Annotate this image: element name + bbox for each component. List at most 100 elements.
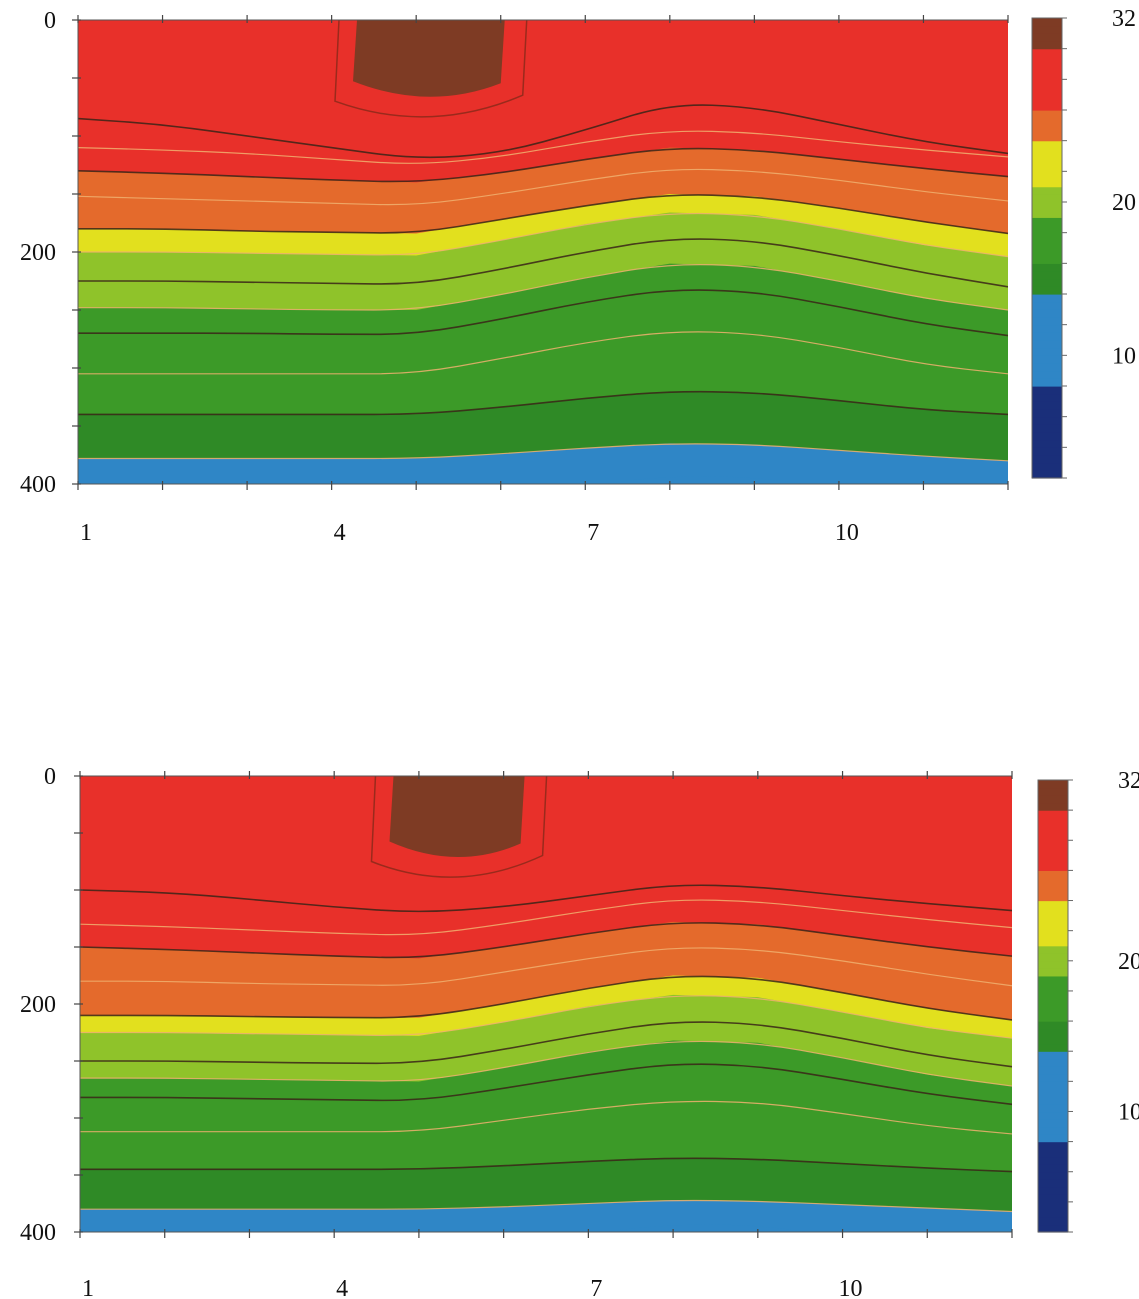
x-tick-label: 4 — [336, 1276, 348, 1299]
colorbar-segment — [1038, 855, 1068, 864]
isotherm-18 — [80, 1063, 1012, 1106]
colorbar-segment — [1038, 787, 1068, 796]
colorbar-segment — [1032, 64, 1062, 73]
colorbar-segment — [1032, 102, 1062, 111]
chart-panel-1: 1 4 7 10 0 200 400 32 20 10 — [20, 6, 1136, 546]
colorbar-segment — [1038, 1111, 1068, 1120]
colorbar-segment — [1038, 1028, 1068, 1037]
colorbar-segment — [1032, 194, 1062, 203]
isotherm-22 — [78, 212, 1008, 258]
colorbar-segment — [1038, 1058, 1068, 1067]
colorbar-segment — [1038, 1201, 1068, 1210]
colorbar-segment — [1032, 18, 1062, 27]
colorbar-segment — [1038, 802, 1068, 811]
colorbar-segment — [1032, 332, 1062, 341]
colorbar-segment — [1038, 1013, 1068, 1022]
colorbar-segment — [1032, 409, 1062, 418]
colorbar-segment — [1032, 87, 1062, 96]
isotherm-17 — [78, 331, 1008, 375]
colorbar-segment — [1032, 202, 1062, 211]
isotherm-25 — [80, 947, 1012, 987]
colorbar-segment — [1038, 847, 1068, 856]
colorbar-segment — [1032, 140, 1062, 149]
colorbar-segment — [1038, 1224, 1068, 1233]
colorbar-segment — [1038, 915, 1068, 924]
colorbar-segment — [1038, 983, 1068, 992]
colorbar-segment — [1032, 439, 1062, 448]
colorbar-segment — [1038, 1021, 1068, 1030]
colorbar-segment — [1038, 832, 1068, 841]
colorbar-segment — [1032, 347, 1062, 356]
colorbar-segment — [1038, 1096, 1068, 1105]
colorbar-segment — [1038, 1194, 1068, 1203]
colorbar-segment — [1032, 470, 1062, 479]
colorbar-tick-label: 20 — [1112, 190, 1136, 216]
heatmap-field — [80, 776, 1012, 1232]
colorbar-segment — [1032, 286, 1062, 295]
isotherm-28 — [80, 884, 1012, 913]
y-tick-label: 400 — [20, 1220, 56, 1246]
isotherm-27 — [78, 130, 1008, 164]
colorbar-segment — [1038, 825, 1068, 834]
colorbar-segment — [1038, 1134, 1068, 1143]
colorbar-segment — [1032, 309, 1062, 318]
warm-core — [389, 776, 525, 858]
isotherm-26 — [78, 147, 1008, 183]
colorbar-segment — [1032, 462, 1062, 471]
colorbar-segment — [1038, 938, 1068, 947]
colorbar-segment — [1038, 1156, 1068, 1165]
colorbar-segment — [1038, 1081, 1068, 1090]
colorbar-tick-label: 10 — [1112, 343, 1136, 369]
isotherm-24 — [78, 194, 1008, 235]
isotherm-17 — [80, 1100, 1012, 1135]
y-tick-label: 200 — [20, 240, 56, 266]
colorbar-segment — [1032, 94, 1062, 103]
colorbar-segment — [1038, 885, 1068, 894]
colorbar-segment — [1038, 1164, 1068, 1173]
isotherm-27 — [80, 899, 1012, 936]
colorbar-segment — [1038, 975, 1068, 984]
colorbar-segment — [1032, 294, 1062, 303]
colorbar-segment — [1038, 990, 1068, 1000]
isotherm-19 — [78, 264, 1008, 311]
colorbar-segment — [1032, 79, 1062, 88]
colorbar-segment — [1032, 278, 1062, 287]
colorbar-segment — [1038, 923, 1068, 932]
colorbar-segment — [1032, 33, 1062, 42]
colorbar-segment — [1038, 960, 1068, 969]
colorbar-segment — [1032, 41, 1062, 50]
colorbar-segment — [1038, 953, 1068, 962]
colorbar-segment — [1038, 1209, 1068, 1218]
colorbar: 32 20 10 — [1037, 768, 1139, 1233]
y-tick-label: 0 — [44, 764, 56, 790]
isotherm-15 — [80, 1199, 1012, 1213]
colorbar-segment — [1032, 340, 1062, 349]
isotherm-25 — [78, 168, 1008, 206]
colorbar-segment — [1032, 263, 1062, 272]
colorbar-segment — [1032, 378, 1062, 387]
colorbar-segment — [1038, 1171, 1068, 1180]
colorbar-segment — [1038, 1141, 1068, 1150]
warm-core — [353, 20, 505, 97]
colorbar-segment — [1032, 171, 1062, 180]
colorbar-segment — [1038, 1216, 1068, 1226]
colorbar-segment — [1032, 317, 1062, 326]
colorbar-frame — [1037, 779, 1069, 1233]
colorbar-segment — [1038, 1186, 1068, 1195]
colorbar-segment — [1038, 870, 1068, 879]
colorbar-segment — [1032, 156, 1062, 165]
chart-panel-2: 1 4 7 10 0 200 400 32 20 10 — [20, 764, 1139, 1299]
colorbar-segment — [1032, 455, 1062, 464]
y-tick-label: 400 — [20, 472, 56, 498]
colorbar-segment — [1032, 163, 1062, 172]
isotherm-26 — [80, 922, 1012, 959]
isotherm-16 — [78, 390, 1008, 416]
isotherm-20 — [78, 238, 1008, 288]
colorbar: 32 20 10 — [1031, 6, 1136, 479]
colorbar-segment — [1038, 900, 1068, 909]
colorbar-segment — [1038, 968, 1068, 977]
isotherm-15 — [78, 443, 1008, 462]
colorbar-segment — [1038, 893, 1068, 902]
colorbar-segment — [1032, 248, 1062, 257]
